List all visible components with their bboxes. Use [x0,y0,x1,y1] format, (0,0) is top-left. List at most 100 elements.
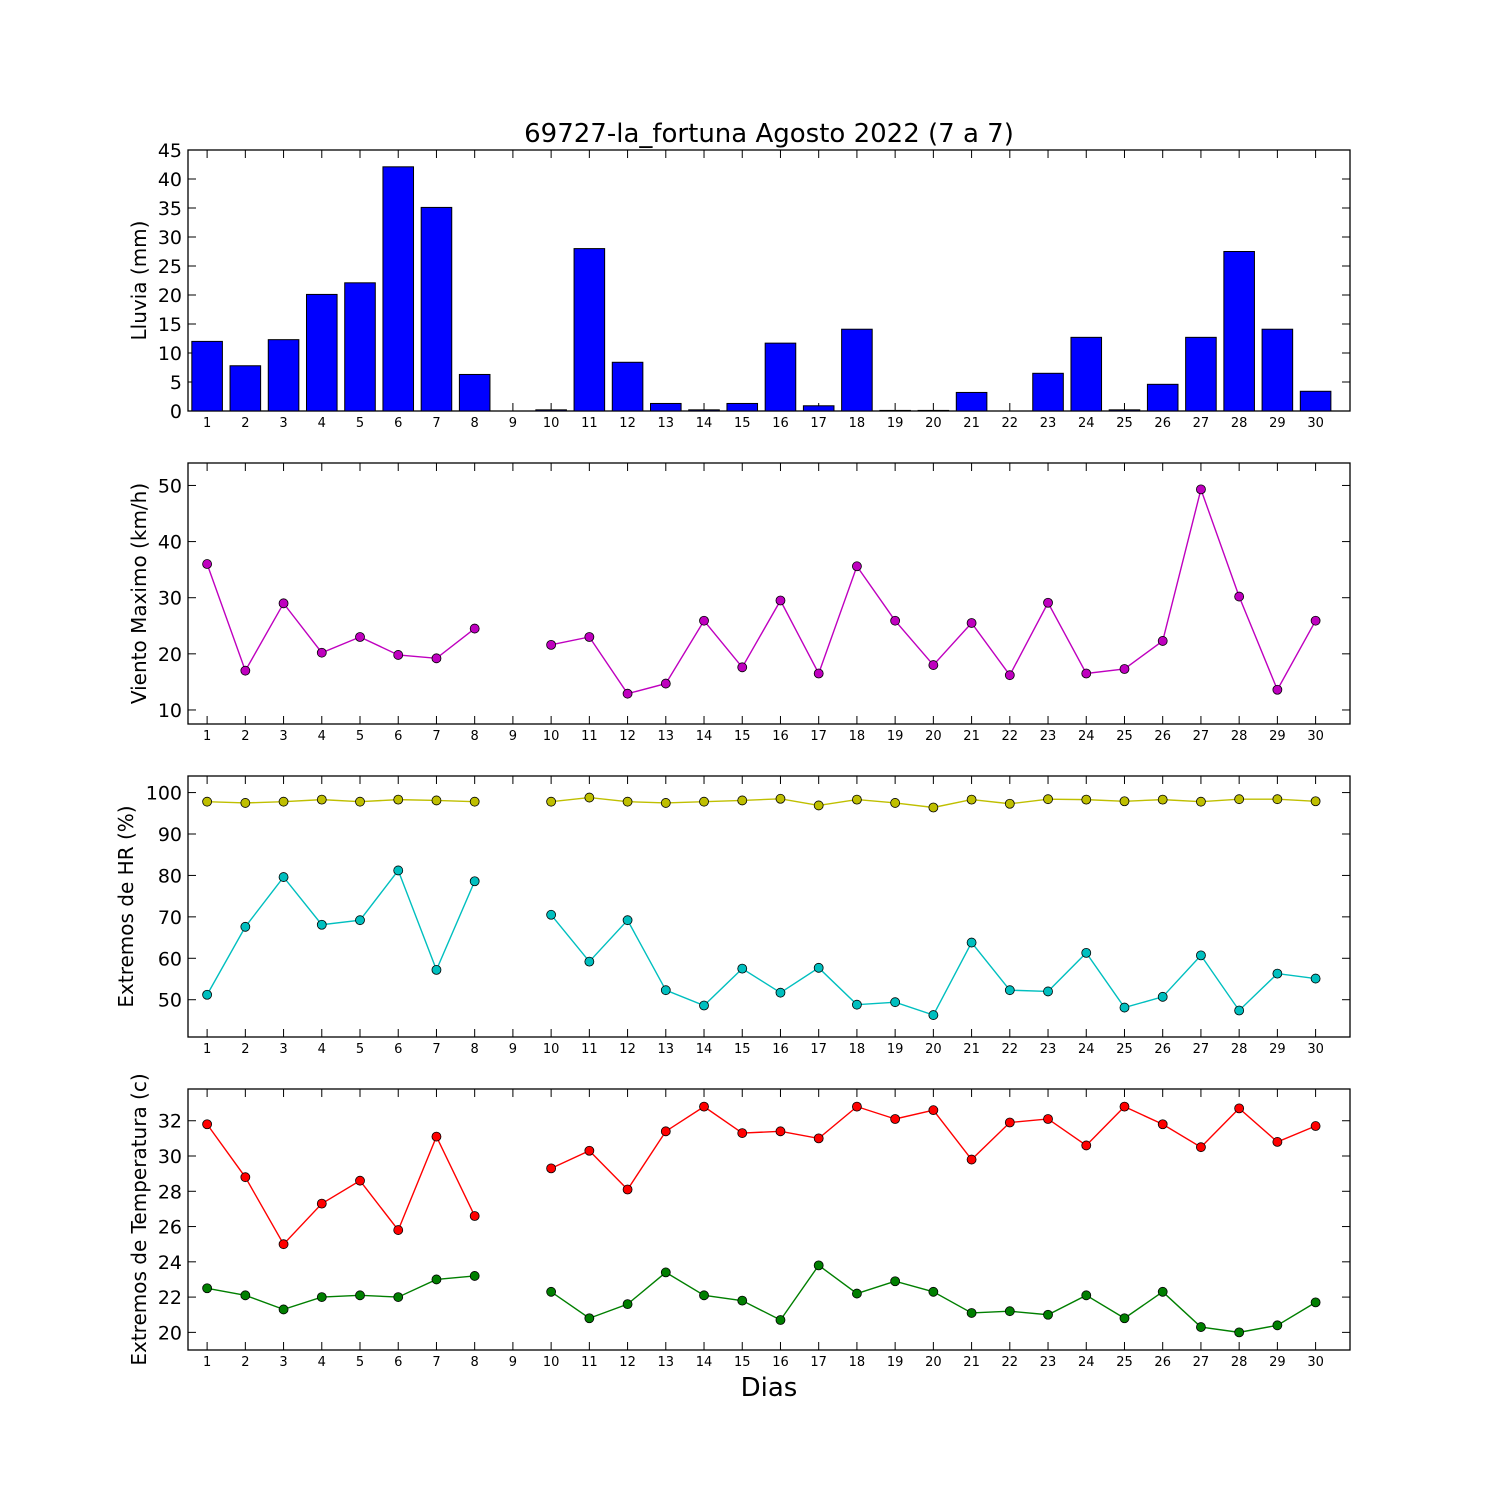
plot-frame [187,462,1351,725]
data-point [1310,1121,1321,1131]
x-tick-label: 10 [543,729,560,744]
data-point [431,964,442,975]
bar [1108,409,1141,412]
data-point [355,632,365,642]
bar [917,409,950,412]
x-tick-label: 3 [279,1355,287,1370]
data-point [928,1010,939,1020]
data-point [1004,1117,1015,1128]
data-point [546,909,557,920]
chart-title: 69727-la_fortuna Agosto 2022 (7 a 7) [524,119,1014,149]
x-tick-label: 9 [509,1042,517,1057]
x-tick-label: 2 [241,729,249,744]
x-tick-label: 12 [619,1355,636,1370]
data-point [469,623,480,634]
x-tick-label: 24 [1078,1355,1095,1370]
x-tick-label: 9 [509,1355,517,1370]
x-tick-label: 13 [658,416,675,431]
x-tick-label: 28 [1231,1355,1248,1370]
y-tick-label: 30 [158,227,182,249]
bar [802,405,835,412]
data-point [1081,1140,1092,1151]
x-tick-label: 19 [887,1042,904,1057]
data-point [1272,684,1283,695]
data-point [1081,794,1092,805]
data-point [584,1145,595,1156]
bar [305,293,338,412]
x-tick-label: 14 [696,1042,713,1057]
data-point [240,921,251,932]
data-point [431,1274,442,1285]
data-point [1004,670,1015,681]
bar [229,365,262,412]
data-point [1043,1114,1053,1124]
x-tick-label: 1 [203,729,211,744]
bar [955,391,988,412]
x-tick-label: 11 [581,1042,598,1057]
x-tick-label: 19 [887,729,904,744]
data-point [1196,950,1206,961]
data-point [1081,1290,1092,1301]
data-point [202,1119,213,1130]
x-tick-label: 19 [887,416,904,431]
data-point [240,798,251,808]
data-point [775,595,786,606]
data-point [1157,991,1168,1002]
x-tick-label: 23 [1040,1042,1057,1057]
x-tick-label: 28 [1231,729,1248,744]
x-tick-label: 12 [619,1042,636,1057]
data-point [469,1271,480,1281]
series-line [550,914,1316,1016]
x-tick-label: 27 [1193,1355,1210,1370]
bar [650,402,682,412]
x-tick-label: 8 [471,729,479,744]
x-tick-label: 11 [581,1355,598,1370]
data-point [1043,597,1053,608]
bar [191,340,223,412]
data-point [278,598,289,609]
x-tick-label: 5 [356,1355,364,1370]
data-point [660,798,671,808]
plot-frame [187,1088,1351,1351]
x-tick-label: 17 [810,416,827,431]
bar [382,166,415,412]
data-point [355,796,365,807]
data-point [737,1295,748,1306]
x-tick-label: 25 [1116,729,1133,744]
bar [573,248,606,412]
x-tick-label: 20 [925,1042,942,1057]
bar [764,342,797,412]
data-point [699,615,709,626]
x-tick-label: 21 [963,1355,980,1370]
y-tick-label: 15 [158,314,182,336]
x-tick-label: 7 [432,416,440,431]
y-tick-label: 30 [158,588,182,610]
data-point [966,1308,977,1318]
data-point [928,1286,939,1297]
y-tick-label: 30 [158,1146,182,1168]
data-point [775,987,786,998]
x-tick-label: 29 [1269,1355,1286,1370]
bar [420,206,453,412]
x-tick-label: 23 [1040,1355,1057,1370]
bar [879,409,911,412]
y-tick-label: 45 [158,140,182,162]
data-point [355,1290,365,1301]
data-point [1310,615,1321,626]
data-point [1196,484,1206,495]
data-point [1157,794,1168,805]
x-tick-label: 30 [1307,729,1324,744]
data-point [1272,1137,1283,1147]
data-point [546,639,557,650]
bar [1146,383,1179,412]
data-point [1310,1297,1321,1308]
data-point [1119,1101,1130,1112]
x-tick-label: 28 [1231,1042,1248,1057]
data-point [775,1315,786,1325]
x-tick-label: 14 [696,1355,713,1370]
data-point [1119,796,1130,807]
data-point [355,915,365,926]
data-point [546,796,557,807]
data-point [1234,1327,1245,1338]
x-tick-label: 3 [279,1042,287,1057]
